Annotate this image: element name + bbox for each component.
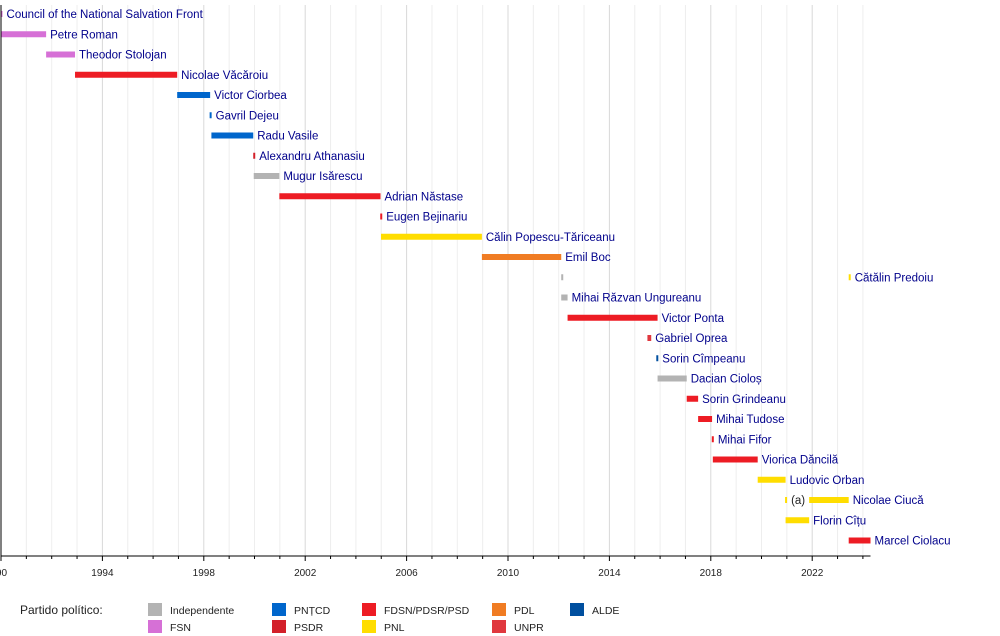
bars-layer xyxy=(0,11,871,544)
legend-label: FDSN/PDSR/PSD xyxy=(384,605,470,617)
bar xyxy=(657,375,687,382)
legend-label: ALDE xyxy=(592,605,619,617)
legend-swatch xyxy=(492,603,506,616)
grid-lines xyxy=(0,5,864,556)
legend-swatch xyxy=(362,603,376,616)
legend-label: PNȚCD xyxy=(294,605,331,617)
bar xyxy=(567,314,658,321)
bar xyxy=(46,51,76,58)
bar xyxy=(647,335,652,341)
legend-swatch xyxy=(492,620,506,633)
legend-label: PSDR xyxy=(294,622,324,634)
legend-item: PSDR xyxy=(272,620,324,634)
legend-label: UNPR xyxy=(514,622,544,634)
bar xyxy=(656,355,659,362)
bar-label: Dacian Cioloș xyxy=(691,374,762,386)
legend-item: Independente xyxy=(148,603,234,617)
bar xyxy=(757,476,786,483)
bar xyxy=(686,395,699,402)
bar-label: Council of the National Salvation Front xyxy=(7,9,204,21)
bar-label: Alexandru Athanasiu xyxy=(259,151,365,163)
x-tick-label: 1998 xyxy=(193,568,216,579)
bar xyxy=(380,233,482,240)
bar-label: Nicolae Ciucă xyxy=(853,495,925,507)
bar-label: Victor Ciorbea xyxy=(214,90,287,102)
bar xyxy=(785,517,810,524)
x-tick-label: 90 xyxy=(0,568,8,579)
x-tick-label: 2022 xyxy=(801,568,824,579)
bar-label: Gavril Dejeu xyxy=(216,110,279,122)
legend-item: PNȚCD xyxy=(272,603,331,617)
bar-label: Călin Popescu-Tăriceanu xyxy=(486,232,615,244)
legend-swatch xyxy=(362,620,376,633)
bar xyxy=(209,112,212,119)
bar-label: Mihai Tudose xyxy=(716,414,784,426)
bar-label: Adrian Năstase xyxy=(384,191,463,203)
bar-label: Eugen Bejinariu xyxy=(386,212,467,224)
bar-label: Gabriel Oprea xyxy=(655,333,728,345)
legend-swatch xyxy=(148,603,162,616)
legend-item: FDSN/PDSR/PSD xyxy=(362,603,470,617)
bar-label: Ludovic Orban xyxy=(790,475,865,487)
bar-label: Radu Vasile xyxy=(257,131,318,143)
legend-label: PDL xyxy=(514,605,535,617)
x-tick-label: 2006 xyxy=(395,568,418,579)
legend-swatch xyxy=(148,620,162,633)
note-label: (a) xyxy=(791,495,805,507)
bar-label: Nicolae Văcăroiu xyxy=(181,70,268,82)
legend-item: ALDE xyxy=(570,603,619,617)
legend-title: Partido político: xyxy=(20,603,103,617)
bar-label: Petre Roman xyxy=(50,29,118,41)
x-tick-label: 2002 xyxy=(294,568,317,579)
bar-label: Mihai Răzvan Ungureanu xyxy=(572,293,702,305)
bar xyxy=(809,497,849,503)
legend-label: FSN xyxy=(170,622,191,634)
legend-swatch xyxy=(570,603,584,616)
bar xyxy=(279,193,381,200)
legend-item: UNPR xyxy=(492,620,544,634)
x-tick-label: 2018 xyxy=(700,568,723,579)
bar xyxy=(75,71,178,78)
legend-item: FSN xyxy=(148,620,191,634)
bar xyxy=(848,274,851,281)
bar xyxy=(177,92,211,98)
bar xyxy=(698,416,713,422)
bar-label: Victor Ponta xyxy=(662,313,725,325)
bar xyxy=(785,497,788,503)
bar xyxy=(380,213,383,220)
x-axis: 90 1994 1998 2002 2006 2010 2014 2018 2022 xyxy=(0,5,871,579)
x-tick-label: 1994 xyxy=(91,568,114,579)
legend-label: Independente xyxy=(170,605,234,617)
bar-label: Viorica Dăncilă xyxy=(762,455,839,467)
x-tick-label: 2010 xyxy=(497,568,520,579)
labels-layer: Council of the National Salvation Front P… xyxy=(7,9,951,548)
bar xyxy=(481,254,562,260)
legend-swatch xyxy=(272,620,286,633)
bar xyxy=(712,456,758,463)
x-tick-label: 2014 xyxy=(598,568,621,579)
bar-label: Marcel Ciolacu xyxy=(875,536,951,548)
bar xyxy=(561,294,568,301)
bar-label: Sorin Grindeanu xyxy=(702,394,786,406)
bar xyxy=(561,274,564,281)
legend: Partido político: Independente FSN PNȚCD PS… xyxy=(20,603,619,634)
bar xyxy=(848,537,871,544)
bar xyxy=(253,173,280,179)
bar-label: Sorin Cîmpeanu xyxy=(662,353,745,365)
bar-label: Mugur Isărescu xyxy=(283,171,362,183)
bar-label: Mihai Fifor xyxy=(718,434,772,446)
bar xyxy=(211,132,254,139)
bar-label: Florin Cîțu xyxy=(813,515,866,527)
bar-label: Theodor Stolojan xyxy=(79,50,167,62)
legend-item: PDL xyxy=(492,603,535,617)
bar-label: Emil Boc xyxy=(565,252,611,264)
bar xyxy=(0,31,47,38)
bar-label: Cătălin Predoiu xyxy=(855,272,934,284)
bar xyxy=(711,436,714,443)
legend-swatch xyxy=(272,603,286,616)
bar xyxy=(253,152,256,159)
legend-item: PNL xyxy=(362,620,405,634)
legend-label: PNL xyxy=(384,622,405,634)
